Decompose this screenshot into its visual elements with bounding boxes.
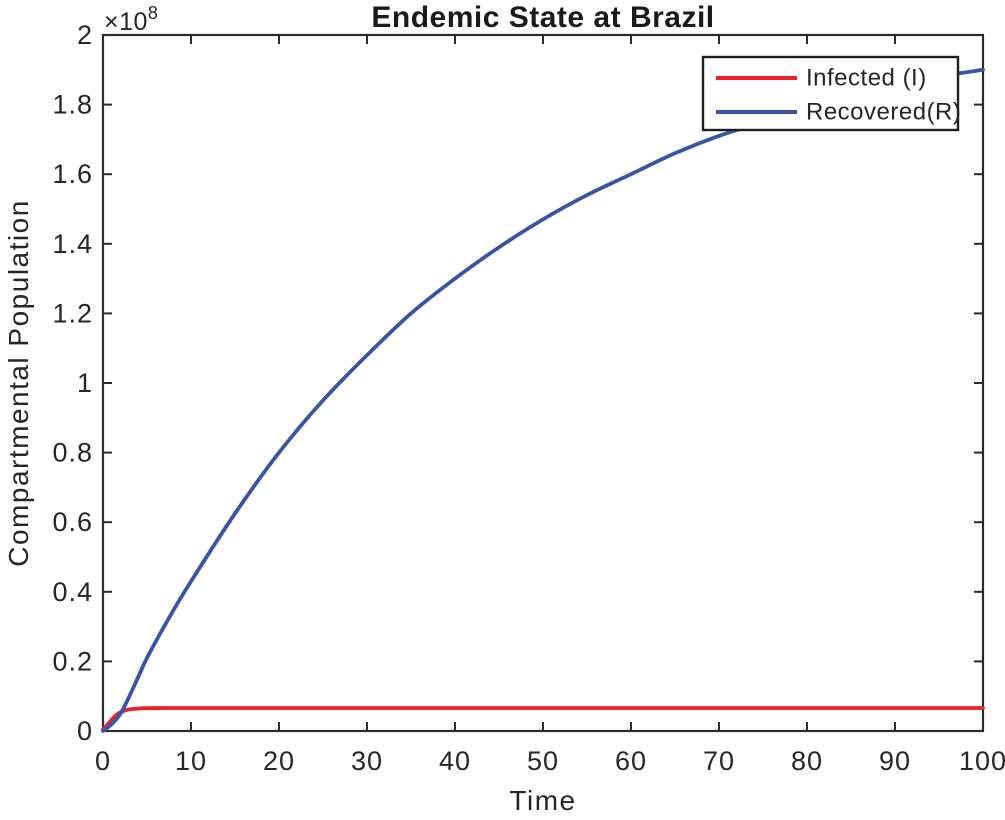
x-tick-label: 40 — [439, 746, 471, 776]
plot-area-border — [101, 33, 985, 733]
axis-ticks — [102, 34, 984, 732]
data-curves — [101, 67, 985, 733]
legend-box — [701, 55, 960, 132]
y-tick-label: 1.4 — [52, 229, 93, 259]
x-tick-label: 60 — [615, 746, 647, 776]
x-tick-label: 20 — [263, 746, 295, 776]
x-tick-label: 10 — [175, 746, 207, 776]
legend-label-infected: Infected (I) — [806, 65, 927, 92]
x-tick-label: 90 — [879, 746, 911, 776]
legend-label-recovered: Recovered(R) — [806, 99, 961, 126]
y-tick-label: 1.6 — [52, 159, 93, 189]
y-axis-scale-label: ×108 — [104, 3, 158, 36]
x-tick-label: 70 — [703, 746, 735, 776]
y-tick-label: 1.8 — [52, 90, 93, 120]
x-tick-label: 0 — [95, 746, 111, 776]
y-tick-label: 1.2 — [52, 298, 93, 328]
x-tick-label: 30 — [351, 746, 383, 776]
legend: Infected (I) Recovered(R) — [701, 55, 961, 132]
y-tick-label: 0 — [77, 716, 93, 746]
series-curve-recovered — [101, 67, 985, 733]
x-tick-label: 50 — [527, 746, 559, 776]
y-axis-scale-exponent: 8 — [148, 3, 159, 23]
x-tick-label: 100 — [959, 746, 1005, 776]
axis-tick-labels: 0 10 20 30 40 50 60 70 80 90 100 0 0.2 0.4 0.6 0.8 1 1.2 1… — [52, 20, 1005, 776]
y-tick-label: 1 — [77, 368, 93, 398]
y-tick-label: 0.6 — [52, 507, 93, 537]
x-tick-label: 80 — [791, 746, 823, 776]
y-tick-label: 2 — [77, 20, 93, 50]
y-tick-label: 0.2 — [52, 646, 93, 676]
y-tick-label: 0.8 — [52, 438, 93, 468]
y-tick-label: 0.4 — [52, 577, 93, 607]
chart-title: Endemic State at Brazil — [371, 1, 714, 34]
y-axis-label: Compartmental Population — [3, 199, 34, 567]
x-axis-label: Time — [509, 785, 576, 816]
